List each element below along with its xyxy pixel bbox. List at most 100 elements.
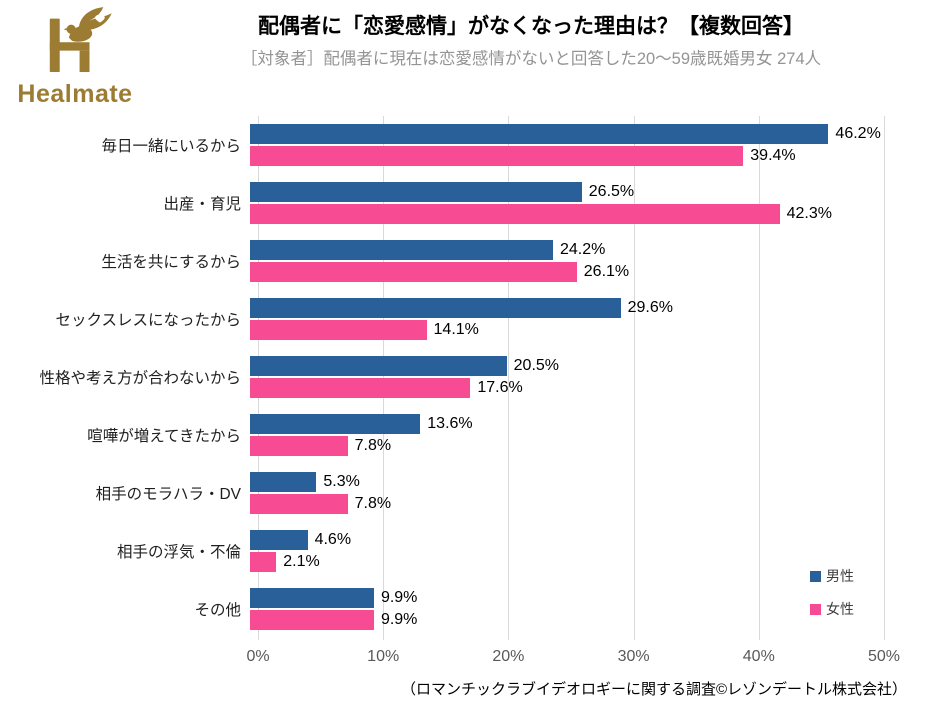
x-axis-tick: 40% <box>742 648 775 665</box>
bar-line: 4.6% <box>250 530 876 550</box>
bar-male <box>250 588 374 608</box>
bar-line: 24.2% <box>250 240 876 260</box>
bar-female <box>250 552 277 572</box>
category-bars: 26.5% 42.3% <box>250 174 876 232</box>
bar-value-label: 26.5% <box>588 183 635 200</box>
x-axis-tick: 30% <box>617 648 650 665</box>
bar-male <box>250 182 582 202</box>
page-title: 配偶者に「恋愛感情」がなくなった理由は？【複数回答】 <box>258 15 804 38</box>
gridline <box>508 116 510 640</box>
bar-line: 9.9% <box>250 610 876 630</box>
bar-female <box>250 204 780 224</box>
bar-line: 39.4% <box>250 146 876 166</box>
category-bars: 24.2% 26.1% <box>250 232 876 290</box>
legend: 男性 女性 <box>810 566 854 619</box>
legend-label: 男性 <box>826 568 854 584</box>
bar-female <box>250 262 577 282</box>
bar-male <box>250 298 621 318</box>
category-label: セックスレスになったから <box>55 312 241 329</box>
bar-line: 46.2% <box>250 124 881 144</box>
chart-row: 出産・育児 26.5% 42.3% <box>20 174 904 232</box>
bar-line: 5.3% <box>250 472 876 492</box>
chart-row: 性格や考え方が合わないから 20.5% 17.6% <box>20 348 904 406</box>
x-axis-tick: 0% <box>246 648 270 665</box>
legend-item: 女性 <box>810 599 854 619</box>
x-axis-tick: 50% <box>867 648 901 665</box>
legend-item: 男性 <box>810 566 854 586</box>
bar-value-label: 5.3% <box>323 473 360 490</box>
bar-male <box>250 472 317 492</box>
bar-value-label: 7.8% <box>354 437 392 454</box>
bar-line: 2.1% <box>250 552 876 572</box>
bar-value-label: 42.3% <box>786 205 832 222</box>
chart-row: 相手のモラハラ・DV 5.3% 7.8% <box>20 464 904 522</box>
bar-male <box>250 414 421 434</box>
gridline <box>884 116 885 640</box>
chart-rows: 毎日一緒にいるから 46.2% 39.4% 出産・育児 26.5% 42.3% 生活を共にす… <box>20 116 904 638</box>
category-label: 相手の浮気・不倫 <box>116 544 241 561</box>
bar-male <box>250 356 507 376</box>
bar-line: 9.9% <box>250 588 876 608</box>
legend-label: 女性 <box>826 601 854 617</box>
bar-value-label: 7.8% <box>354 495 392 512</box>
category-label: 喧嘩が増えてきたから <box>87 428 241 445</box>
chart-row: 相手の浮気・不倫 4.6% 2.1% <box>20 522 904 580</box>
bar-female <box>250 146 744 166</box>
legend-swatch <box>810 570 821 582</box>
bar-male <box>250 240 553 260</box>
chart-row: 毎日一緒にいるから 46.2% 39.4% <box>20 116 904 174</box>
bar-female <box>250 494 348 514</box>
bar-value-label: 20.5% <box>513 357 560 374</box>
bar-line: 29.6% <box>250 298 876 318</box>
gridline <box>633 116 635 640</box>
x-axis: 0% 10% 20% 30% 40% 50% <box>246 640 900 670</box>
bar-chart: 毎日一緒にいるから 46.2% 39.4% 出産・育児 26.5% 42.3% 生活を共にす… <box>20 116 904 672</box>
bar-female <box>250 610 374 630</box>
category-bars: 9.9% 9.9% <box>250 580 876 638</box>
bar-value-label: 9.9% <box>380 589 418 606</box>
category-bars: 29.6% 14.1% <box>250 290 876 348</box>
bar-value-label: 13.6% <box>427 415 473 432</box>
bar-value-label: 24.2% <box>559 241 606 258</box>
bar-line: 20.5% <box>250 356 876 376</box>
category-bars: 5.3% 7.8% <box>250 464 876 522</box>
bar-line: 26.5% <box>250 182 876 202</box>
category-label: その他 <box>194 602 241 619</box>
bar-male <box>250 124 829 144</box>
chart-row: 喧嘩が増えてきたから 13.6% 7.8% <box>20 406 904 464</box>
bar-value-label: 14.1% <box>433 321 479 338</box>
bar-line: 26.1% <box>250 262 876 282</box>
gridline <box>758 116 760 640</box>
chart-row: 生活を共にするから 24.2% 26.1% <box>20 232 904 290</box>
bar-female <box>250 320 427 340</box>
healmate-chair-bird-icon <box>49 7 112 73</box>
chart-row: その他 9.9% 9.9% <box>20 580 904 638</box>
x-axis-tick: 20% <box>492 648 525 665</box>
bar-line: 7.8% <box>250 436 876 456</box>
page-subtitle: ［対象者］配偶者に現在は恋愛感情がないと回答した20〜59歳既婚男女 274人 <box>240 50 822 69</box>
bar-line: 13.6% <box>250 414 876 434</box>
header: Healmate 配偶者に「恋愛感情」がなくなった理由は？【複数回答】 ［対象者… <box>0 0 926 108</box>
source-note: （ロマンチックラブイデオロギーに関する調査©レゾンデートル株式会社） <box>400 681 908 698</box>
category-bars: 4.6% 2.1% <box>250 522 876 580</box>
category-label: 出産・育児 <box>163 196 241 213</box>
bar-value-label: 39.4% <box>750 147 796 164</box>
bar-line: 14.1% <box>250 320 876 340</box>
bar-value-label: 2.1% <box>283 553 320 570</box>
bar-male <box>250 530 308 550</box>
chart-row: セックスレスになったから 29.6% 14.1% <box>20 290 904 348</box>
category-label: 相手のモラハラ・DV <box>95 486 241 503</box>
bar-value-label: 9.9% <box>380 611 418 628</box>
category-label: 性格や考え方が合わないから <box>39 370 241 387</box>
legend-swatch <box>810 603 821 615</box>
brand-name: Healmate <box>17 80 133 108</box>
category-label: 毎日一緒にいるから <box>101 138 241 155</box>
bar-female <box>250 436 348 456</box>
bar-line: 7.8% <box>250 494 876 514</box>
healmate-logo: Healmate <box>0 0 150 108</box>
x-axis-tick: 10% <box>367 648 400 665</box>
bar-line: 17.6% <box>250 378 876 398</box>
category-bars: 46.2% 39.4% <box>250 116 881 174</box>
bar-line: 42.3% <box>250 204 876 224</box>
bar-value-label: 29.6% <box>627 299 673 316</box>
